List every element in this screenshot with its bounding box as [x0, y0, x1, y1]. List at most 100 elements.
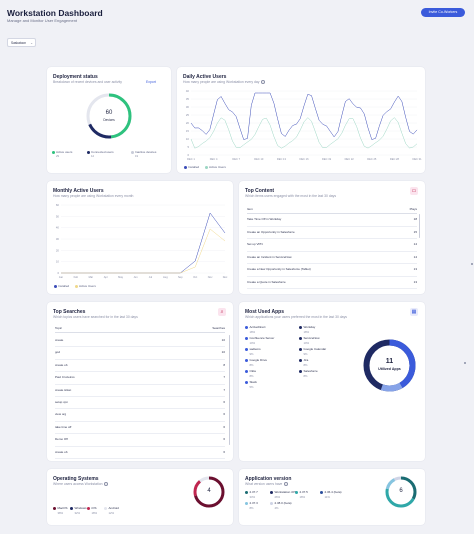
y-tick-label: 0 — [187, 153, 189, 157]
table-row[interactable]: god 10 — [55, 347, 225, 360]
table-row[interactable]: Create an Opportunity in Salesforce 15 — [247, 227, 417, 239]
x-tick-label: DEC 1 — [187, 157, 195, 161]
table-row[interactable]: Create a New Opportunity in Salesforce (… — [247, 264, 417, 277]
filter-value: Saskatoon — [11, 41, 27, 46]
app-legend-item: Slack 5% — [245, 380, 257, 389]
app-legend-item: Jira 8% — [299, 358, 308, 367]
table-row[interactable]: create ob 6 — [55, 447, 225, 459]
legend-dot-icon — [87, 150, 90, 154]
y-tick-label: 30 — [186, 105, 190, 109]
x-tick-label: Aug — [163, 275, 168, 279]
x-tick-label: DEC 28 — [390, 157, 400, 161]
legend-inactive-devices: Inactive devices 19 — [131, 150, 156, 158]
page-scroll-marker[interactable] — [471, 263, 473, 265]
card-subtitle: Which items users engaged with the most … — [245, 194, 337, 198]
table-header: Topic Searches — [55, 323, 225, 333]
x-tick-label: DEC 13 — [277, 157, 287, 161]
card-title: Monthly Active Users — [53, 188, 104, 194]
y-tick-label: 40 — [56, 226, 60, 230]
legend-item: iOS 18% — [87, 506, 97, 515]
row-label: Paul Cruzeiros — [55, 375, 75, 380]
row-label: create ob — [55, 449, 68, 454]
info-icon[interactable] — [104, 482, 109, 487]
table-row[interactable]: Take Time Off in Workday 18 — [247, 214, 417, 227]
legend-dot-icon — [270, 501, 273, 505]
version-count: 6 — [399, 488, 403, 494]
legend-dot-icon — [320, 490, 323, 494]
row-label: Create a New Opportunity in Salesforce (… — [247, 267, 311, 271]
x-tick-label: Sep — [178, 275, 183, 279]
scrollbar[interactable] — [228, 335, 230, 445]
table-row[interactable]: Paul Cruzeiros 7 — [55, 372, 225, 385]
legend-dot-icon — [245, 380, 248, 384]
table-row[interactable]: Create an Incident in ServiceNow 14 — [247, 252, 417, 264]
os-donut — [193, 476, 225, 508]
devices-count: 60 — [105, 110, 113, 116]
table-row[interactable]: view org 6 — [55, 409, 225, 422]
table-row[interactable]: create 10 — [55, 335, 225, 348]
x-tick-label: DEC 4 — [210, 157, 218, 161]
app-legend-item: ServiceNow 10% — [299, 336, 320, 345]
daily-active-users-card: Daily Active Users How many people are u… — [177, 67, 425, 173]
legend-dot-icon — [75, 284, 78, 288]
table-row[interactable]: Demo Off 6 — [55, 434, 225, 447]
card-subtitle: Where users access Workstation — [53, 482, 109, 487]
search-icon: ⌕ — [218, 308, 226, 316]
legend-dot-icon — [245, 347, 248, 351]
scrollbar[interactable] — [418, 214, 420, 238]
y-tick-label: 10 — [186, 137, 190, 141]
app-legend-item: ActiveDirect 18% — [245, 325, 266, 334]
table-row[interactable]: create ticket 7 — [55, 385, 225, 397]
card-subtitle: How many people are using Workstation ev… — [53, 194, 134, 198]
card-title: Most Used Apps — [245, 309, 284, 315]
app-legend-item: Confluence Server 10% — [245, 336, 274, 345]
most-used-apps-card: Most Used Apps Which applications your u… — [239, 302, 425, 461]
row-value: 6 — [223, 437, 225, 442]
export-link[interactable]: Export — [146, 80, 156, 84]
row-label: create ob — [55, 362, 68, 367]
page-scroll-marker[interactable] — [464, 362, 466, 364]
invite-coworkers-button[interactable]: Invite Co-Workers — [421, 8, 465, 17]
card-subtitle: Which topics users have searched for in … — [53, 315, 138, 319]
legend-dot-icon — [299, 369, 302, 373]
legend-item: 2.37.7 33% — [245, 490, 258, 499]
y-tick-label: 60 — [56, 203, 60, 207]
monthly-active-users-card: Monthly Active Users How many people are… — [47, 181, 233, 294]
x-tick-label: Dec — [223, 275, 228, 279]
y-tick-label: 25 — [186, 113, 190, 117]
table-row[interactable]: Set up VPN 14 — [247, 239, 417, 252]
legend-dot-icon — [270, 490, 273, 494]
location-filter[interactable]: Saskatoon ⌄ — [7, 38, 36, 47]
row-label: view org — [55, 412, 67, 417]
card-subtitle: Which applications your users preferred … — [245, 315, 347, 319]
card-title: Daily Active Users — [183, 74, 227, 80]
table-row[interactable]: Create a Quote in Salesforce 13 — [247, 277, 417, 289]
x-tick-label: DEC 25 — [367, 157, 377, 161]
legend-dot-icon — [70, 506, 73, 510]
row-label: setup vpn — [55, 400, 69, 404]
row-value: 8 — [223, 362, 225, 367]
content-icon: ▭ — [410, 187, 418, 195]
x-tick-label: Feb — [74, 275, 79, 279]
legend-dot-icon — [245, 325, 248, 329]
legend-item: MacOS 38% — [53, 506, 68, 515]
table-row[interactable]: create ob 8 — [55, 360, 225, 373]
y-tick-label: 50 — [56, 214, 60, 218]
app-legend-item: Okta 8% — [245, 369, 256, 378]
card-title: Top Content — [245, 188, 275, 194]
info-icon[interactable] — [284, 482, 289, 487]
top-searches-card: Top Searches Which topics users have sea… — [47, 302, 233, 461]
legend-installed: Installed — [184, 165, 199, 169]
x-tick-label: Nov — [208, 275, 213, 279]
operating-systems-card: Operating Systems Where users access Wor… — [47, 469, 233, 525]
application-version-card: Application version What version users h… — [239, 469, 425, 525]
row-label: Set up VPN — [247, 242, 263, 246]
table-row[interactable]: take time off 6 — [55, 422, 225, 435]
info-icon[interactable] — [261, 80, 266, 85]
table-row[interactable]: setup vpn 6 — [55, 397, 225, 410]
y-tick-label: 30 — [56, 237, 60, 241]
app-legend-item: Workday 18% — [299, 325, 315, 334]
row-label: Create a Quote in Salesforce — [247, 279, 286, 284]
